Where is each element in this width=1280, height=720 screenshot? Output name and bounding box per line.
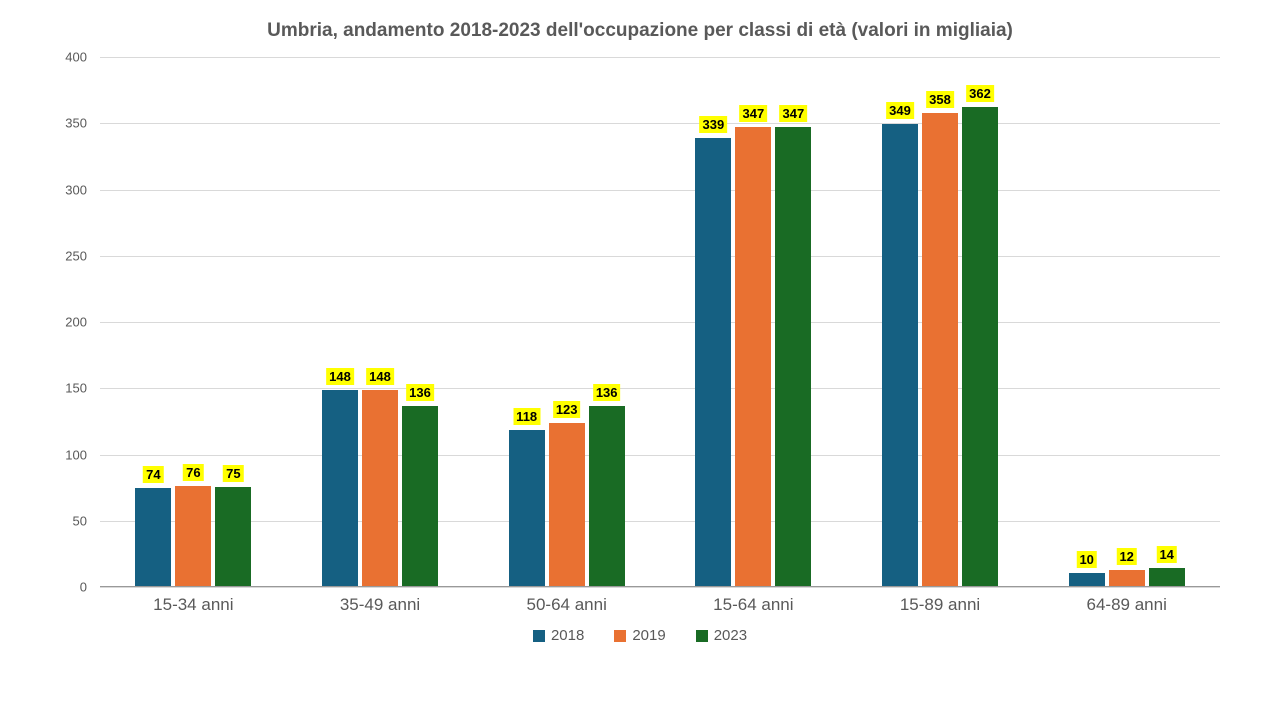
bar: 349 [882, 124, 918, 586]
bar: 12 [1109, 570, 1145, 586]
category-group: 339347347 [660, 57, 847, 586]
bar: 75 [215, 487, 251, 586]
x-axis-label: 64-89 anni [1033, 587, 1220, 617]
category-group: 118123136 [473, 57, 660, 586]
x-axis-label: 15-89 anni [847, 587, 1034, 617]
bar: 123 [549, 423, 585, 586]
bar-value-label: 118 [513, 408, 540, 425]
y-tick: 0 [80, 580, 87, 595]
bar-value-label: 123 [553, 401, 581, 418]
bar: 148 [322, 390, 358, 586]
bar-value-label: 148 [366, 368, 394, 385]
legend-swatch [614, 630, 626, 642]
legend-swatch [696, 630, 708, 642]
bar: 118 [509, 430, 545, 586]
legend: 2018 2019 2023 [40, 627, 1240, 644]
bar-value-label: 349 [886, 102, 914, 119]
bars-area: 7476751481481361181231363393473473493583… [100, 57, 1220, 587]
bar: 74 [135, 488, 171, 586]
bar-value-label: 75 [223, 465, 243, 482]
bar-value-label: 10 [1076, 551, 1096, 568]
bar: 136 [402, 406, 438, 586]
bar: 347 [775, 127, 811, 586]
bar-value-label: 347 [779, 105, 807, 122]
y-tick: 100 [65, 447, 87, 462]
x-axis-label: 15-64 anni [660, 587, 847, 617]
bar-value-label: 12 [1116, 548, 1136, 565]
y-tick: 250 [65, 248, 87, 263]
legend-label: 2018 [551, 627, 584, 644]
x-axis-label: 50-64 anni [473, 587, 660, 617]
category-group: 101214 [1033, 57, 1220, 586]
category-group: 747675 [100, 57, 287, 586]
y-tick: 300 [65, 182, 87, 197]
bar: 76 [175, 486, 211, 587]
bar-value-label: 358 [926, 91, 954, 108]
x-axis-label: 15-34 anni [100, 587, 287, 617]
bar: 362 [962, 107, 998, 586]
y-axis: 050100150200250300350400 [40, 57, 95, 587]
bar: 136 [589, 406, 625, 586]
bar-value-label: 76 [183, 464, 203, 481]
legend-item: 2018 [533, 627, 584, 644]
y-tick: 50 [73, 513, 87, 528]
y-tick: 350 [65, 116, 87, 131]
bar-value-label: 148 [326, 368, 354, 385]
chart-container: Umbria, andamento 2018-2023 dell'occupaz… [0, 0, 1280, 720]
y-tick: 200 [65, 315, 87, 330]
bar-value-label: 339 [699, 116, 727, 133]
bar: 358 [922, 113, 958, 586]
bar: 347 [735, 127, 771, 586]
bar: 148 [362, 390, 398, 586]
category-group: 148148136 [287, 57, 474, 586]
legend-label: 2019 [632, 627, 665, 644]
x-axis-labels: 15-34 anni35-49 anni50-64 anni15-64 anni… [100, 587, 1220, 617]
bar: 10 [1069, 573, 1105, 586]
bar-value-label: 347 [739, 105, 767, 122]
legend-item: 2019 [614, 627, 665, 644]
legend-label: 2023 [714, 627, 747, 644]
x-axis-label: 35-49 anni [287, 587, 474, 617]
bar-value-label: 74 [143, 466, 163, 483]
plot-area: 050100150200250300350400 747675148148136… [100, 57, 1220, 617]
y-tick: 150 [65, 381, 87, 396]
bar-value-label: 362 [966, 85, 994, 102]
y-tick: 400 [65, 50, 87, 65]
category-group: 349358362 [847, 57, 1034, 586]
bar-value-label: 136 [593, 384, 621, 401]
bar-value-label: 136 [406, 384, 434, 401]
chart-title: Umbria, andamento 2018-2023 dell'occupaz… [40, 20, 1240, 42]
legend-item: 2023 [696, 627, 747, 644]
bar: 339 [695, 138, 731, 586]
legend-swatch [533, 630, 545, 642]
bar-value-label: 14 [1156, 546, 1176, 563]
bar: 14 [1149, 568, 1185, 587]
